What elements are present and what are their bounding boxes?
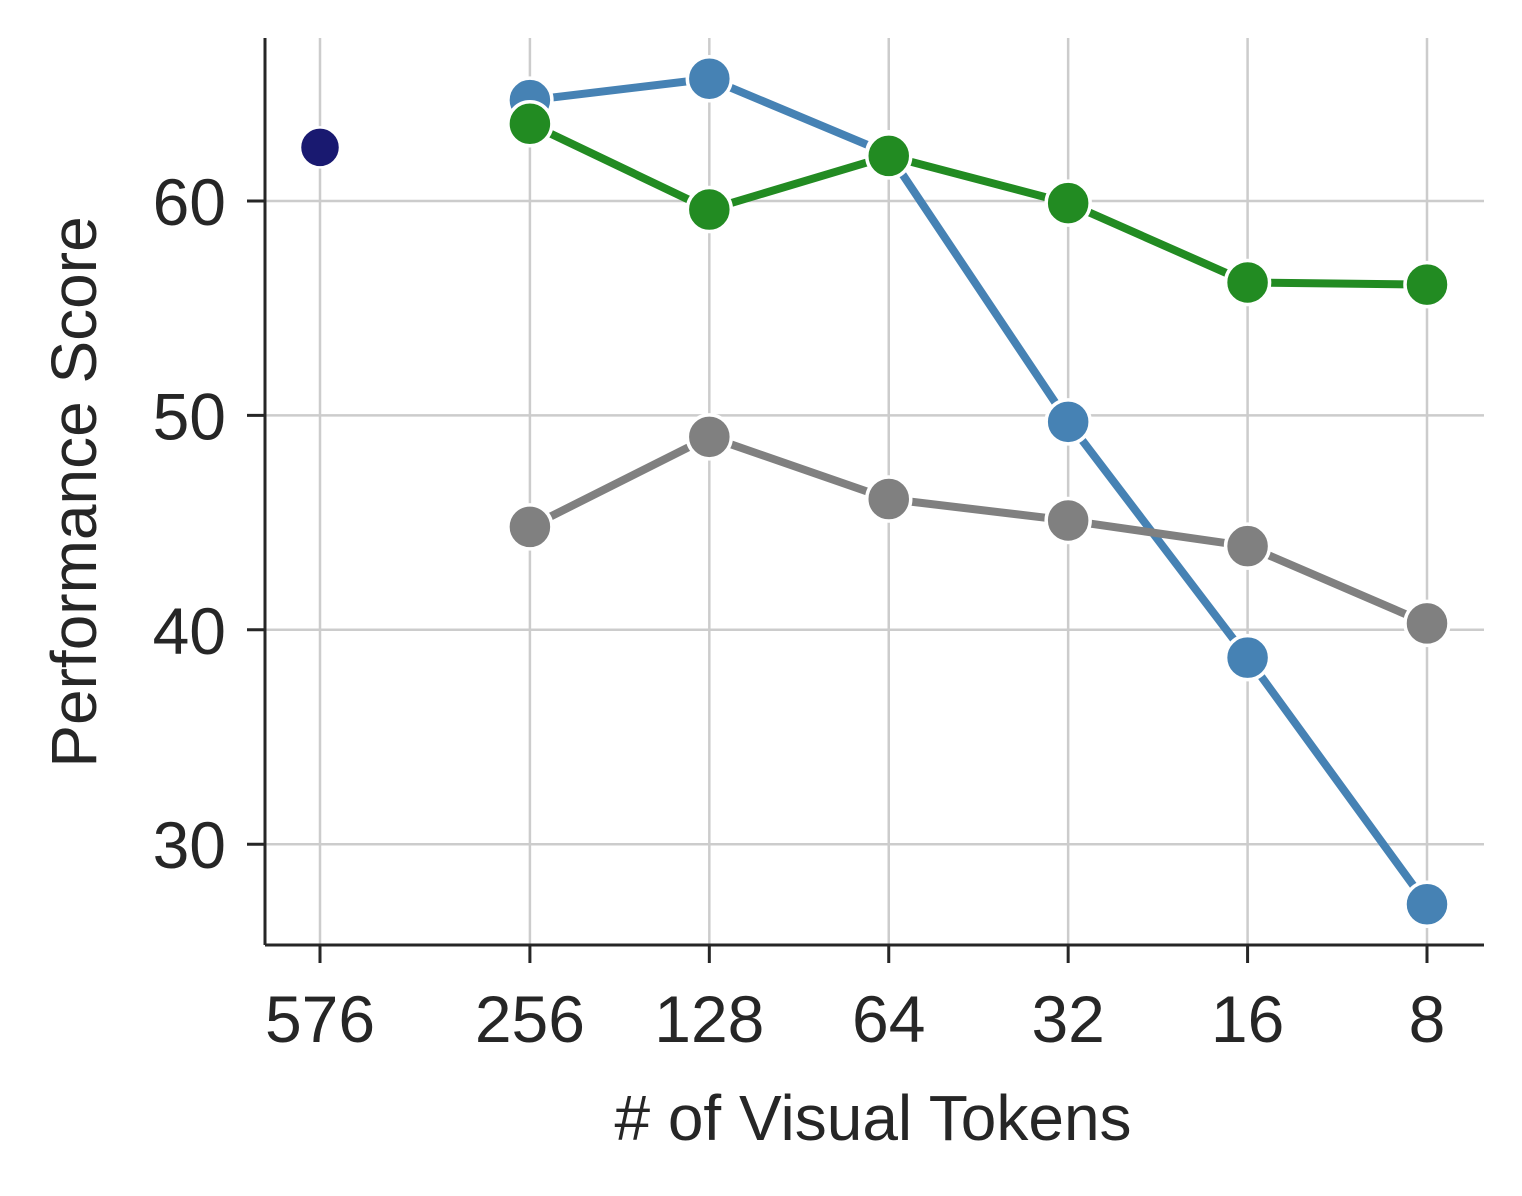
series — [298, 54, 1451, 929]
x-tick-label: 576 — [265, 982, 375, 1056]
x-tick-label: 32 — [1031, 982, 1104, 1056]
y-axis-title: Performance Score — [38, 216, 110, 767]
data-point — [1223, 633, 1272, 682]
y-tick-label: 40 — [153, 594, 226, 668]
data-point — [298, 126, 342, 169]
data-point — [1403, 260, 1451, 309]
data-point — [506, 100, 554, 148]
data-point — [1223, 522, 1272, 570]
x-tick-label: 128 — [654, 982, 764, 1056]
series-line-2 — [525, 432, 1431, 628]
axes — [247, 38, 1484, 963]
y-tick-label: 30 — [153, 808, 226, 882]
x-tick-label: 256 — [475, 982, 585, 1056]
series-line-0 — [525, 74, 1431, 909]
x-tick-label: 16 — [1211, 982, 1284, 1056]
x-tick-label: 8 — [1409, 982, 1446, 1056]
y-tick-label: 50 — [153, 379, 226, 453]
data-point — [506, 503, 554, 551]
data-point — [685, 413, 734, 461]
tick-labels: 576 256 128 64 32 16 8 30 40 50 60 — [153, 165, 1446, 1056]
data-point — [864, 132, 913, 180]
data-point — [1044, 496, 1092, 545]
x-tick-label: 64 — [852, 982, 925, 1056]
data-point — [864, 475, 913, 523]
x-axis-title: # of Visual Tokens — [614, 1082, 1131, 1154]
y-tick-label: 60 — [153, 165, 226, 239]
data-point — [1403, 880, 1451, 929]
data-point — [1044, 179, 1092, 227]
data-point — [685, 185, 734, 234]
data-point — [1223, 258, 1272, 307]
series-line-1 — [525, 119, 1431, 289]
data-point — [1403, 599, 1451, 648]
data-point — [1044, 398, 1092, 446]
data-point — [685, 54, 734, 103]
